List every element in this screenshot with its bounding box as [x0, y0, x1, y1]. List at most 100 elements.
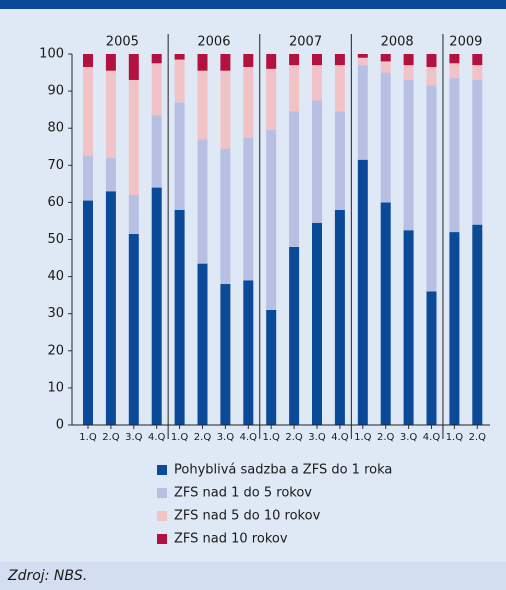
bar-segment: [426, 66, 437, 86]
y-tick-label: 80: [47, 121, 64, 136]
bar-segment: [380, 202, 391, 425]
x-tick-label: 1.Q: [79, 432, 97, 443]
x-tick-label: 1.Q: [446, 432, 464, 443]
bar-segment: [151, 54, 162, 64]
y-tick-label: 20: [47, 343, 64, 358]
bar-segment: [128, 54, 139, 80]
bar-segment: [174, 54, 185, 60]
bar-segment: [357, 159, 368, 426]
bar-segment: [289, 246, 300, 425]
bar-segment: [472, 79, 483, 225]
bar-segment: [83, 54, 93, 67]
bar-segment: [83, 200, 93, 425]
x-tick-label: 1.Q: [354, 432, 372, 443]
bar-segment: [449, 54, 460, 64]
bar-segment: [289, 111, 300, 247]
bar-segment: [151, 63, 162, 116]
bar-segment: [243, 280, 254, 425]
bar-segment: [357, 57, 368, 66]
x-tick-label: 4.Q: [240, 432, 258, 443]
bar-segment: [174, 209, 185, 425]
legend-label: Pohyblivá sadzba a ZFS do 1 roka: [174, 463, 392, 478]
bar-segment: [197, 54, 208, 71]
bar-segment: [380, 61, 391, 73]
y-tick-label: 0: [56, 418, 64, 433]
bar-segment: [380, 54, 391, 62]
y-tick-label: 70: [47, 158, 64, 173]
bar-segment: [472, 65, 483, 80]
bar-segment: [105, 70, 116, 158]
bar-segment: [128, 79, 139, 195]
bar-segment: [449, 78, 460, 233]
bar-segment: [151, 115, 162, 188]
bar-segment: [105, 191, 116, 425]
bar-segment: [197, 70, 208, 140]
bar-segment: [472, 224, 483, 425]
x-tick-label: 4.Q: [331, 432, 349, 443]
bar-segment: [449, 232, 460, 425]
y-tick-label: 30: [47, 306, 64, 321]
bar-segment: [128, 233, 139, 425]
bar-segment: [380, 72, 391, 203]
bar-segment: [403, 79, 414, 231]
bar-segment: [266, 309, 277, 425]
bar-segment: [128, 194, 139, 234]
legend-swatch: [157, 511, 167, 521]
bar-segment: [426, 291, 437, 425]
bar-segment: [334, 209, 345, 425]
x-tick-label: 2.Q: [377, 432, 395, 443]
bar-segment: [174, 59, 185, 103]
bar-segment: [220, 70, 231, 149]
bar-segment: [220, 284, 231, 425]
y-tick-label: 100: [39, 47, 64, 62]
bar-segment: [312, 100, 322, 223]
bar-segment: [426, 85, 437, 292]
bar-segment: [266, 130, 277, 310]
x-tick-label: 2.Q: [285, 432, 303, 443]
bar-segment: [472, 54, 483, 66]
bar-segment: [289, 65, 300, 112]
bar-segment: [151, 187, 162, 425]
source: Zdroj: NBS.: [7, 568, 87, 584]
x-tick-label: 4.Q: [423, 432, 441, 443]
x-tick-label: 3.Q: [400, 432, 418, 443]
bar-segment: [403, 230, 414, 425]
bar-segment: [449, 63, 460, 79]
header-band: [0, 0, 506, 9]
y-tick-label: 50: [47, 232, 64, 247]
x-tick-label: 3.Q: [125, 432, 143, 443]
group-label: 2005: [106, 35, 139, 50]
bar-segment: [334, 65, 345, 112]
bar-segment: [334, 54, 345, 66]
x-tick-label: 1.Q: [171, 432, 189, 443]
bar-segment: [105, 54, 116, 71]
legend-swatch: [157, 534, 167, 544]
x-tick-label: 4.Q: [148, 432, 166, 443]
bar-segment: [334, 111, 345, 210]
legend-swatch: [157, 465, 167, 475]
bar-segment: [105, 157, 116, 192]
bar-segment: [357, 54, 368, 58]
x-tick-label: 3.Q: [217, 432, 235, 443]
legend-swatch: [157, 488, 167, 498]
bar-segment: [174, 102, 185, 210]
bar-segment: [403, 54, 414, 66]
bar-segment: [312, 222, 322, 425]
bar-segment: [289, 54, 300, 66]
bar-segment: [243, 54, 254, 67]
y-tick-label: 10: [47, 380, 64, 395]
bar-segment: [197, 263, 208, 425]
legend-label: ZFS nad 10 rokov: [174, 532, 288, 547]
group-label: 2009: [449, 35, 482, 50]
legend-label: ZFS nad 1 do 5 rokov: [174, 486, 312, 501]
bar-segment: [266, 68, 277, 131]
x-tick-label: 2.Q: [469, 432, 487, 443]
x-tick-label: 3.Q: [308, 432, 326, 443]
bar-segment: [220, 54, 231, 71]
y-tick-label: 60: [47, 195, 64, 210]
bar-segment: [243, 137, 254, 281]
bar-segment: [357, 65, 368, 160]
bar-segment: [83, 66, 93, 157]
bar-segment: [312, 65, 322, 101]
